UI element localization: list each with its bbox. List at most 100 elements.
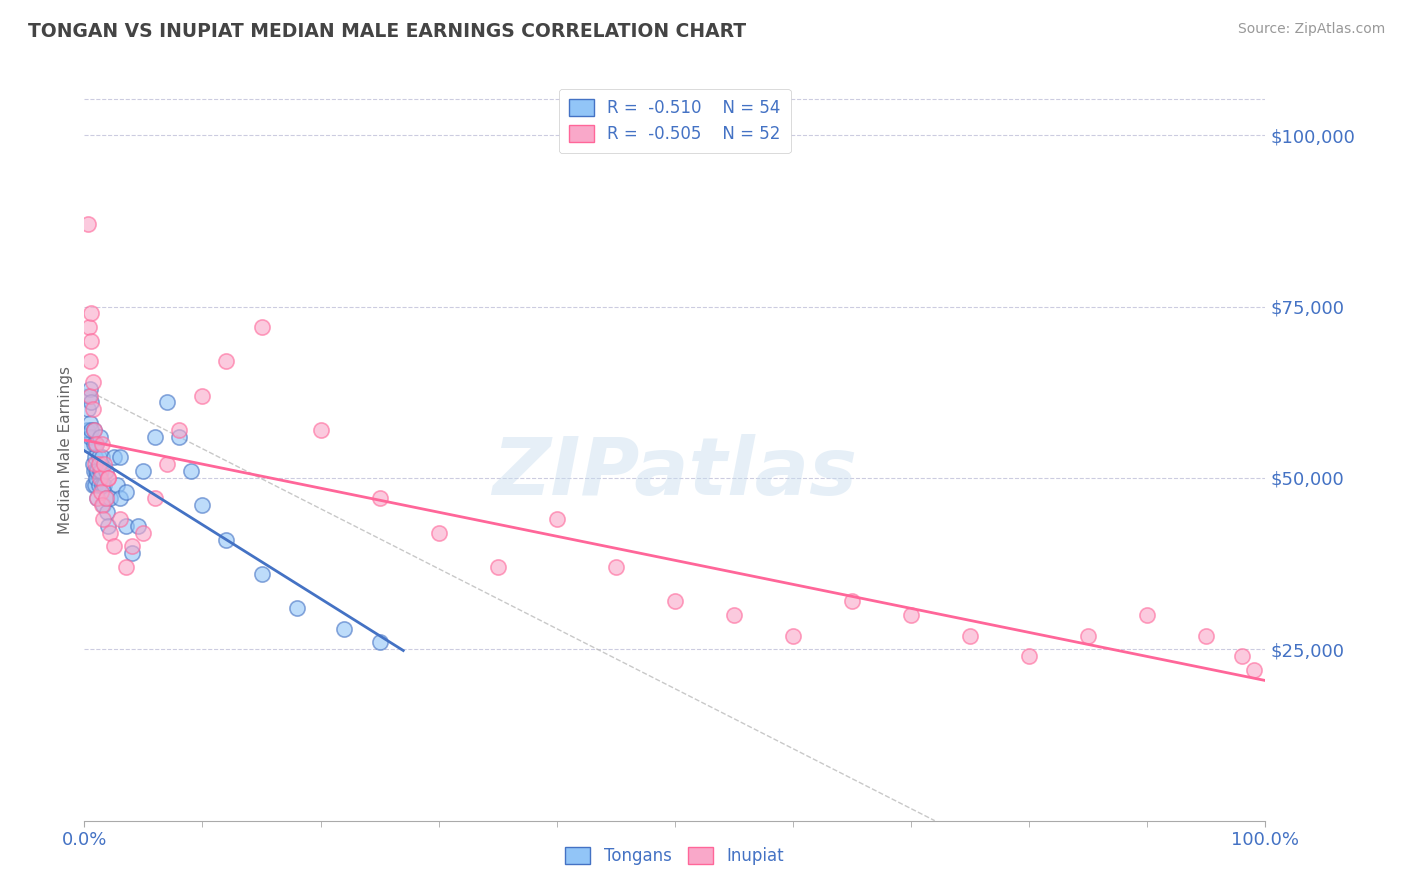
Point	[82, 457, 104, 471]
Point	[167, 430, 190, 444]
Point	[103, 540, 125, 554]
Point	[90, 484, 112, 499]
Point	[91, 498, 114, 512]
Point	[250, 566, 273, 581]
Point	[96, 505, 118, 519]
Point	[93, 457, 115, 471]
Point	[180, 464, 202, 478]
Point	[84, 436, 107, 450]
Point	[79, 416, 101, 430]
Point	[80, 395, 103, 409]
Point	[108, 450, 131, 465]
Point	[86, 491, 108, 506]
Point	[77, 389, 100, 403]
Point	[91, 512, 114, 526]
Point	[1230, 649, 1253, 664]
Point	[782, 628, 804, 642]
Point	[1243, 663, 1265, 677]
Point	[84, 464, 107, 478]
Point	[84, 450, 107, 465]
Point	[83, 423, 105, 437]
Point	[114, 560, 136, 574]
Point	[86, 464, 108, 478]
Point	[143, 491, 166, 506]
Point	[723, 607, 745, 622]
Legend: Tongans, Inupiat: Tongans, Inupiat	[558, 840, 792, 871]
Point	[664, 594, 686, 608]
Point	[77, 436, 100, 450]
Point	[132, 525, 155, 540]
Point	[285, 601, 308, 615]
Point	[80, 334, 103, 348]
Point	[1136, 607, 1159, 622]
Point	[1018, 649, 1040, 664]
Point	[77, 217, 100, 231]
Point	[91, 477, 114, 491]
Point	[97, 471, 120, 485]
Point	[79, 354, 101, 368]
Text: TONGAN VS INUPIAT MEDIAN MALE EARNINGS CORRELATION CHART: TONGAN VS INUPIAT MEDIAN MALE EARNINGS C…	[28, 22, 747, 41]
Point	[87, 477, 110, 491]
Point	[215, 533, 238, 547]
Point	[900, 607, 922, 622]
Point	[94, 464, 117, 478]
Point	[108, 512, 131, 526]
Point	[486, 560, 509, 574]
Point	[132, 464, 155, 478]
Point	[368, 491, 391, 506]
Point	[91, 436, 114, 450]
Point	[368, 635, 391, 649]
Point	[191, 498, 214, 512]
Point	[215, 354, 238, 368]
Point	[91, 498, 114, 512]
Text: ZIPatlas: ZIPatlas	[492, 434, 858, 512]
Point	[97, 471, 120, 485]
Point	[80, 423, 103, 437]
Point	[93, 477, 115, 491]
Point	[86, 491, 108, 506]
Point	[79, 382, 101, 396]
Point	[87, 450, 110, 465]
Point	[83, 436, 105, 450]
Point	[1195, 628, 1218, 642]
Point	[89, 430, 111, 444]
Point	[91, 450, 114, 465]
Y-axis label: Median Male Earnings: Median Male Earnings	[58, 367, 73, 534]
Point	[94, 491, 117, 506]
Point	[98, 491, 121, 506]
Point	[1077, 628, 1099, 642]
Point	[103, 450, 125, 465]
Point	[546, 512, 568, 526]
Point	[107, 477, 129, 491]
Point	[84, 471, 107, 485]
Point	[167, 423, 190, 437]
Point	[121, 540, 143, 554]
Point	[94, 491, 117, 506]
Point	[90, 464, 112, 478]
Point	[250, 320, 273, 334]
Point	[127, 519, 149, 533]
Point	[79, 389, 101, 403]
Point	[333, 622, 356, 636]
Point	[121, 546, 143, 560]
Point	[82, 477, 104, 491]
Point	[80, 306, 103, 320]
Point	[87, 457, 110, 471]
Point	[89, 471, 111, 485]
Point	[84, 457, 107, 471]
Point	[84, 436, 107, 450]
Point	[841, 594, 863, 608]
Point	[82, 375, 104, 389]
Point	[156, 395, 179, 409]
Point	[83, 464, 105, 478]
Point	[108, 491, 131, 506]
Point	[309, 423, 332, 437]
Point	[82, 402, 104, 417]
Point	[77, 402, 100, 417]
Point	[97, 519, 120, 533]
Point	[79, 430, 101, 444]
Point	[89, 464, 111, 478]
Text: Source: ZipAtlas.com: Source: ZipAtlas.com	[1237, 22, 1385, 37]
Point	[605, 560, 627, 574]
Point	[77, 320, 100, 334]
